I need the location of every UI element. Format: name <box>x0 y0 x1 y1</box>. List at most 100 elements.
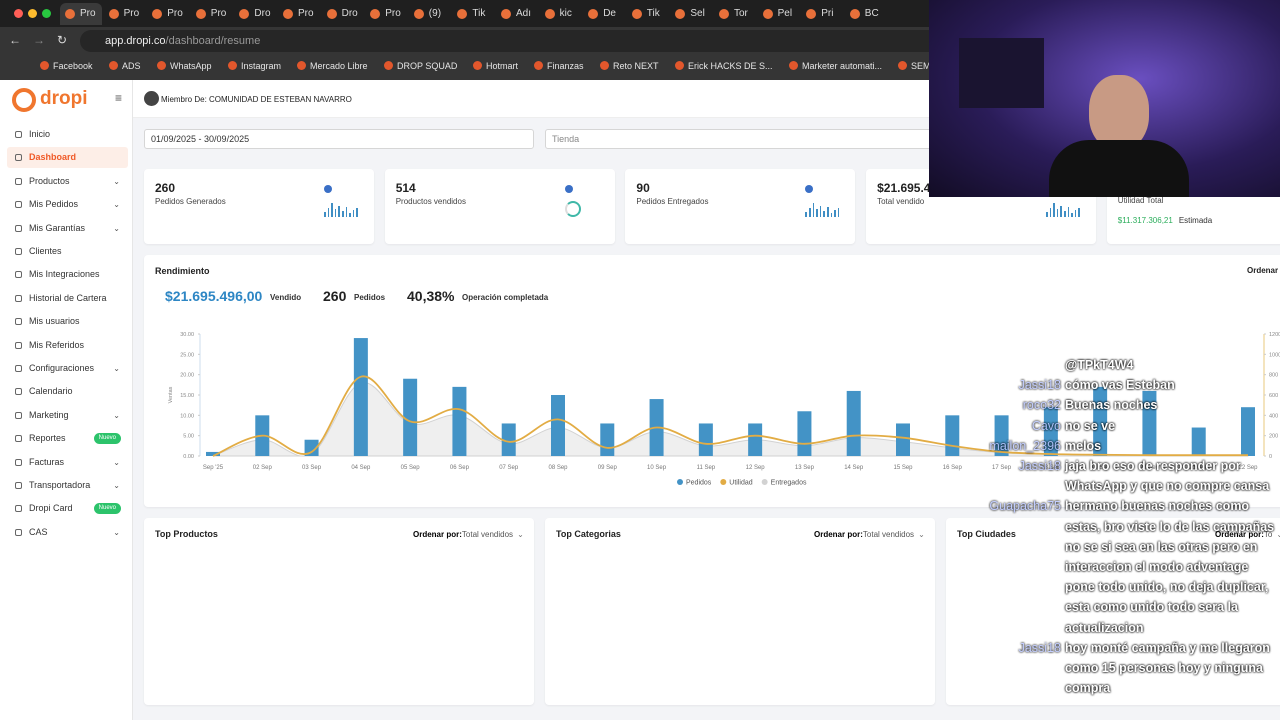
menu-label: Transportadora <box>29 480 91 490</box>
sparkline-bar <box>816 209 818 217</box>
menu-item[interactable]: Mis usuarios <box>7 311 128 332</box>
sort-control[interactable]: Ordenar por:To ⌄ <box>1215 530 1280 539</box>
bookmark[interactable]: Reto NEXT <box>600 61 659 71</box>
menu-icon <box>15 271 22 279</box>
menu-item[interactable]: Configuraciones ⌄ <box>7 358 128 379</box>
tab-title: Pro <box>167 8 183 19</box>
bookmark[interactable]: Hotmart <box>473 61 518 71</box>
menu-item[interactable]: Mis Garantías ⌄ <box>7 218 128 239</box>
bookmark-label: Marketer automati... <box>802 61 883 71</box>
sort-button[interactable]: Ordenar <box>1247 266 1279 275</box>
reload-button[interactable]: ↻ <box>57 33 68 47</box>
tab[interactable]: De <box>583 3 625 25</box>
sparkline-bar <box>823 211 825 217</box>
tab[interactable]: Sel <box>670 3 712 25</box>
bookmark[interactable]: DROP SQUAD <box>384 61 457 71</box>
bookmark-label: Finanzas <box>547 61 584 71</box>
maximize-window[interactable] <box>42 9 51 18</box>
store-select[interactable]: Tienda <box>545 129 935 149</box>
chat-overlay: @TPkT4W4 Jassi18 cómo vas Esteban roco32 Bue… <box>985 355 1280 698</box>
tab[interactable]: BC <box>845 3 887 25</box>
chat-user <box>985 355 1065 375</box>
bookmark[interactable]: Erick HACKS DE S... <box>675 61 773 71</box>
forward-button[interactable]: → <box>33 33 45 47</box>
card-value: 90 <box>636 181 650 195</box>
menu-item[interactable]: Dropi Card Nuevo <box>7 498 128 519</box>
menu-item[interactable]: Dashboard <box>7 147 128 169</box>
menu-toggle[interactable]: ≡ <box>115 91 123 105</box>
menu-item[interactable]: Mis Integraciones <box>7 264 128 285</box>
menu-item[interactable]: Productos ⌄ <box>7 171 128 192</box>
close-window[interactable] <box>14 9 23 18</box>
card-note: Estimada <box>1178 216 1213 225</box>
menu-item[interactable]: Mis Pedidos ⌄ <box>7 194 128 215</box>
menu-item[interactable]: Marketing ⌄ <box>7 405 128 426</box>
bookmark[interactable]: ADS <box>109 61 141 71</box>
sort-control[interactable]: Ordenar por:Total vendidos ⌄ <box>413 530 524 539</box>
tab[interactable]: Pro <box>191 3 233 25</box>
performance-panel: Rendimiento Ordenar <box>144 255 1280 507</box>
minimize-window[interactable] <box>28 9 37 18</box>
menu-item[interactable]: Inicio <box>7 124 128 145</box>
y2-tick-label: 600 <box>1269 393 1278 399</box>
bookmark[interactable]: Facebook <box>40 61 93 71</box>
tab[interactable]: Tik <box>452 3 494 25</box>
url-bar[interactable]: app.dropi.co/dashboard/resume <box>80 30 940 52</box>
bar <box>206 451 220 456</box>
tab[interactable]: Pri <box>801 3 843 25</box>
menu-item[interactable]: Clientes <box>7 241 128 262</box>
bookmark-icon <box>898 61 907 70</box>
sort-control[interactable]: Ordenar por:Total vendidos ⌄ <box>814 530 925 539</box>
tab[interactable]: Dro <box>234 3 276 25</box>
tab[interactable]: Adı <box>496 3 538 25</box>
x-tick-label: 12 Sep <box>746 465 766 471</box>
bookmark-icon <box>384 61 393 70</box>
bar <box>1043 407 1058 456</box>
tab-title: Sel <box>690 8 705 19</box>
bookmark[interactable]: WhatsApp <box>157 61 212 71</box>
chevron: ⌄ <box>918 530 925 539</box>
x-tick-label: 15 Sep <box>893 465 913 471</box>
sparkline-bar <box>819 206 822 217</box>
tab[interactable]: Pro <box>60 3 102 25</box>
menu-item[interactable]: CAS ⌄ <box>7 522 128 543</box>
tab[interactable]: (9) <box>409 3 451 25</box>
menu-item[interactable]: Reportes Nuevo <box>7 428 128 449</box>
menu-item[interactable]: Mis Referidos <box>7 335 128 356</box>
chat-message: jaja bro eso de responder por WhatsApp y… <box>1065 459 1270 494</box>
back-button[interactable]: ← <box>9 33 21 47</box>
menu-icon <box>15 388 22 396</box>
menu-item[interactable]: Historial de Cartera <box>7 288 128 309</box>
bookmark-label: WhatsApp <box>170 61 212 71</box>
chat-user: Cavo <box>1031 418 1061 433</box>
tab[interactable]: Pro <box>147 3 189 25</box>
summary-label: Vendido <box>270 293 302 302</box>
tab[interactable]: Tik <box>627 3 669 25</box>
tab-title: Dro <box>254 8 271 19</box>
tab[interactable]: Dro <box>322 3 364 25</box>
stat-card: 514 Productos vendidos <box>384 169 615 244</box>
card-amount: $11.317.306,21 <box>1117 216 1173 225</box>
menu-item[interactable]: Facturas ⌄ <box>7 452 128 473</box>
tab[interactable]: Pro <box>278 3 320 25</box>
tab[interactable]: kic <box>540 3 582 25</box>
webcam-shirt <box>1049 140 1189 197</box>
tab-icon <box>501 9 511 19</box>
chevron: ⌄ <box>1276 530 1280 539</box>
tab[interactable]: Tor <box>714 3 756 25</box>
date-range-input[interactable]: 01/09/2025 - 30/09/2025 <box>144 129 534 149</box>
bookmark[interactable]: Instagram <box>228 61 281 71</box>
bookmark[interactable]: Mercado Libre <box>297 61 368 71</box>
menu-item[interactable]: Transportadora ⌄ <box>7 475 128 496</box>
tab[interactable]: Pel <box>758 3 800 25</box>
menu-item[interactable]: Calendario <box>7 381 128 402</box>
card-value: $21.695.4 <box>877 181 931 195</box>
bookmark[interactable]: Marketer automati... <box>789 61 882 71</box>
menu-label: Clientes <box>29 246 62 256</box>
tab-icon <box>719 9 729 19</box>
card-label: Utilidad Total <box>1117 196 1164 205</box>
bookmark[interactable]: Finanzas <box>534 61 584 71</box>
tab[interactable]: Pro <box>365 3 407 25</box>
sparkline-bar <box>352 210 355 217</box>
tab[interactable]: Pro <box>104 3 146 25</box>
